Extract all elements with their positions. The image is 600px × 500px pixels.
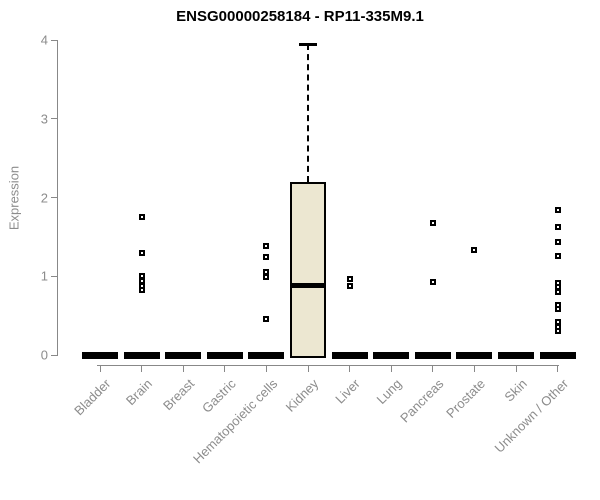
outlier-point xyxy=(429,219,436,226)
category-label: Bladder xyxy=(71,376,114,419)
outlier-point xyxy=(554,328,561,335)
flat-box-at-zero xyxy=(539,351,576,359)
outlier-point xyxy=(346,283,353,290)
y-axis-tick xyxy=(51,39,57,41)
outlier-point xyxy=(554,289,561,295)
category-label: Pancreas xyxy=(396,376,447,426)
y-tick-label: 3 xyxy=(40,111,48,127)
flat-box-at-zero xyxy=(414,351,451,359)
x-axis-tick xyxy=(224,365,226,372)
flat-box-at-zero xyxy=(165,351,202,359)
box xyxy=(290,181,326,358)
x-axis-tick xyxy=(182,365,184,372)
outlier-point xyxy=(346,275,353,282)
category-label: Kidney xyxy=(282,376,322,415)
flat-box-at-zero xyxy=(248,351,285,359)
outlier-point xyxy=(554,252,561,259)
outlier-point xyxy=(263,274,270,281)
y-axis-tick xyxy=(51,118,57,120)
flat-box-at-zero xyxy=(123,351,160,359)
x-axis-tick xyxy=(349,365,351,372)
x-axis-tick xyxy=(307,365,309,372)
category-label: Liver xyxy=(332,376,364,407)
category-label: Unknown / Other xyxy=(491,376,572,456)
y-axis-label: Expression xyxy=(6,165,22,231)
y-tick-label: 4 xyxy=(40,32,48,48)
outlier-point xyxy=(471,247,478,254)
x-axis-tick xyxy=(390,365,392,372)
outlier-point xyxy=(263,254,270,261)
upper-whisker xyxy=(307,43,309,182)
outlier-point xyxy=(138,249,145,256)
chart-title: ENSG00000258184 - RP11-335M9.1 xyxy=(176,8,424,25)
outlier-point xyxy=(554,306,561,313)
x-axis-tick xyxy=(473,365,475,372)
outlier-point xyxy=(138,214,145,221)
outlier-point xyxy=(554,223,561,230)
outlier-point xyxy=(263,315,270,322)
y-axis-tick xyxy=(51,275,57,277)
median-line xyxy=(290,283,326,289)
outlier-point xyxy=(263,243,270,250)
flat-box-at-zero xyxy=(373,351,410,359)
y-tick-label: 2 xyxy=(40,190,48,205)
flat-box-at-zero xyxy=(206,351,243,359)
flat-box-at-zero xyxy=(82,351,118,359)
outlier-point xyxy=(554,239,561,246)
x-axis-tick xyxy=(515,365,517,372)
outlier-point xyxy=(138,287,145,294)
y-axis-tick xyxy=(51,354,57,356)
y-axis-tick xyxy=(51,197,57,198)
category-label: Gastric xyxy=(198,376,239,416)
category-label: Lung xyxy=(373,376,405,408)
outlier-point xyxy=(429,278,436,285)
x-axis-tick xyxy=(99,365,101,372)
flat-box-at-zero xyxy=(331,351,368,359)
whisker-cap xyxy=(299,42,317,46)
x-axis-tick xyxy=(141,365,143,372)
y-tick-label: 0 xyxy=(40,347,48,363)
category-label: Brain xyxy=(123,376,156,409)
category-label: Prostate xyxy=(443,376,489,421)
category-label: Skin xyxy=(501,376,530,405)
x-axis-tick xyxy=(557,365,559,372)
category-label: Breast xyxy=(159,376,197,414)
x-axis-tick xyxy=(432,365,434,372)
x-axis-tick xyxy=(265,365,267,372)
outlier-point xyxy=(554,207,561,214)
flat-box-at-zero xyxy=(456,351,493,359)
x-axis-line xyxy=(97,365,559,366)
y-tick-label: 1 xyxy=(40,268,48,284)
flat-box-at-zero xyxy=(498,351,534,359)
y-axis-line xyxy=(57,40,58,356)
